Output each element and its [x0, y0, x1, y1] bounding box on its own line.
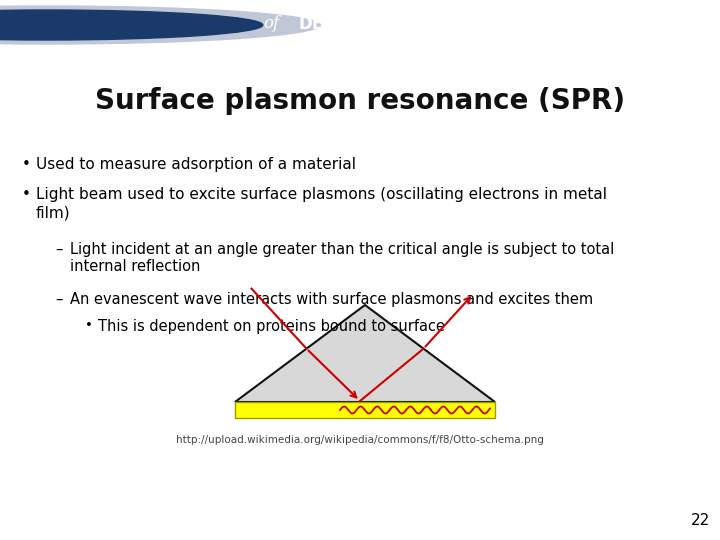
Text: An evanescent wave interacts with surface plasmons and excites them: An evanescent wave interacts with surfac…	[70, 292, 593, 307]
Text: film): film)	[36, 205, 71, 220]
Text: UNIVERSITY: UNIVERSITY	[97, 15, 210, 33]
Text: internal reflection: internal reflection	[70, 259, 200, 274]
Circle shape	[0, 6, 320, 44]
Text: Surface plasmon resonance (SPR): Surface plasmon resonance (SPR)	[95, 87, 625, 115]
Text: http://upload.wikimedia.org/wikipedia/commons/f/f8/Otto-schema.png: http://upload.wikimedia.org/wikipedia/co…	[176, 435, 544, 445]
Bar	[235, 402, 495, 418]
Text: DELAWARE: DELAWARE	[299, 15, 401, 33]
Text: Used to measure adsorption of a material: Used to measure adsorption of a material	[36, 157, 356, 172]
Text: •: •	[85, 319, 93, 332]
Text: –: –	[55, 292, 63, 307]
Text: •: •	[22, 157, 31, 172]
Text: 22: 22	[690, 513, 710, 528]
Text: of: of	[263, 16, 279, 32]
Circle shape	[0, 10, 263, 40]
Text: –: –	[55, 242, 63, 257]
Text: Light incident at an angle greater than the critical angle is subject to total: Light incident at an angle greater than …	[70, 242, 614, 257]
Text: •: •	[22, 187, 31, 202]
Text: Light beam used to excite surface plasmons (oscillating electrons in metal: Light beam used to excite surface plasmo…	[36, 187, 607, 202]
Polygon shape	[235, 305, 495, 402]
Text: This is dependent on proteins bound to surface: This is dependent on proteins bound to s…	[98, 319, 445, 334]
